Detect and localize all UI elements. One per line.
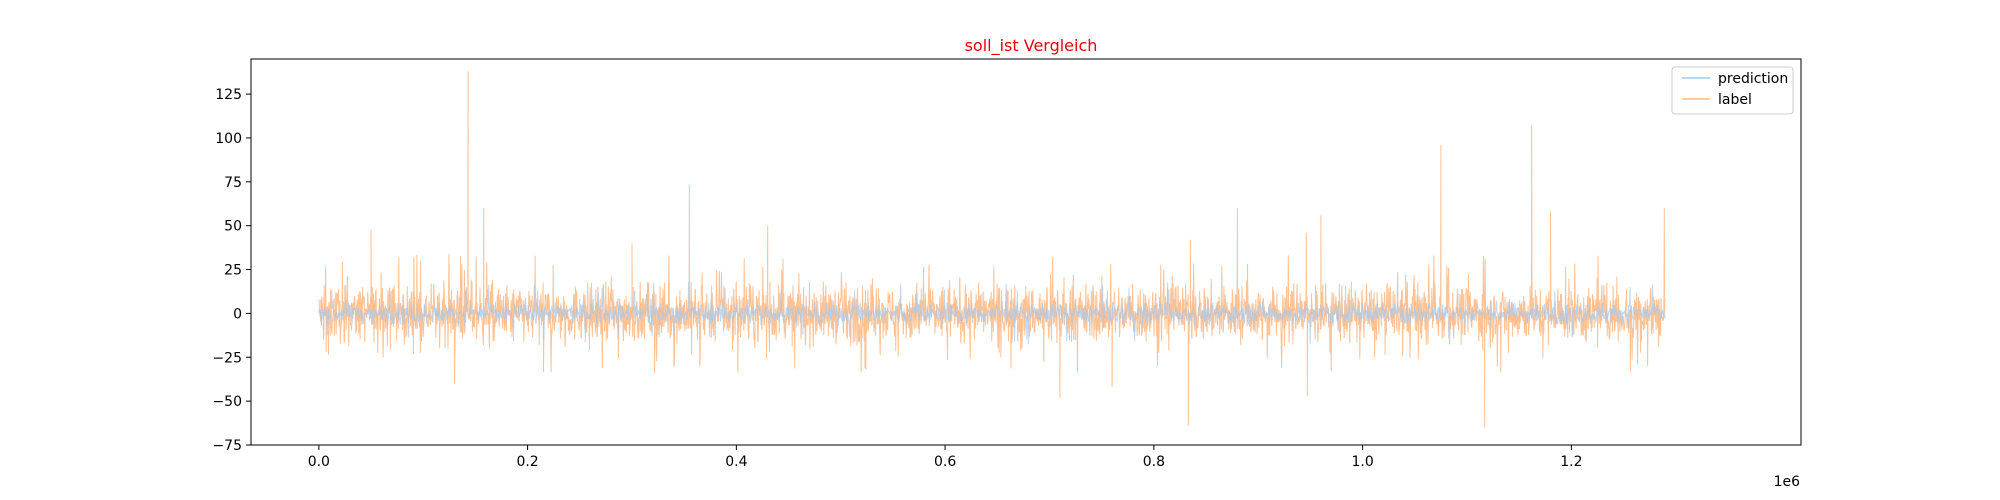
plot-area: [318, 71, 1666, 428]
y-axis: −75 −50 −25 0 25 50 75 100 125: [212, 87, 251, 454]
x-tick-label: 1.2: [1560, 454, 1582, 470]
y-tick-label: −75: [212, 438, 242, 454]
y-tick-label: 100: [215, 131, 242, 147]
y-tick-label: 125: [215, 87, 242, 103]
x-tick-label: 0.8: [1143, 454, 1165, 470]
plot-frame: [250, 58, 1802, 446]
series-prediction-line: [318, 282, 1666, 345]
chart-title: soll_ist Vergleich: [965, 36, 1098, 56]
x-tick-label: 0.4: [725, 454, 747, 470]
y-tick-label: 75: [224, 175, 242, 191]
x-tick-label: 0.0: [308, 454, 330, 470]
legend-prediction-label: prediction: [1718, 71, 1788, 87]
x-axis: 0.0 0.2 0.4 0.6 0.8 1.0 1.2: [308, 445, 1583, 470]
y-tick-label: −50: [212, 394, 242, 410]
x-tick-label: 0.2: [516, 454, 538, 470]
x-tick-label: 1.0: [1351, 454, 1373, 470]
legend: prediction label: [1671, 66, 1794, 115]
series-label-line: [318, 71, 1666, 428]
x-tick-label: 0.6: [934, 454, 956, 470]
y-tick-label: 0: [233, 306, 242, 322]
x-offset-label: 1e6: [1774, 474, 1801, 490]
y-tick-label: 25: [224, 263, 242, 279]
legend-label-label: label: [1718, 92, 1752, 108]
y-tick-label: −25: [212, 350, 242, 366]
y-tick-label: 50: [224, 219, 242, 235]
